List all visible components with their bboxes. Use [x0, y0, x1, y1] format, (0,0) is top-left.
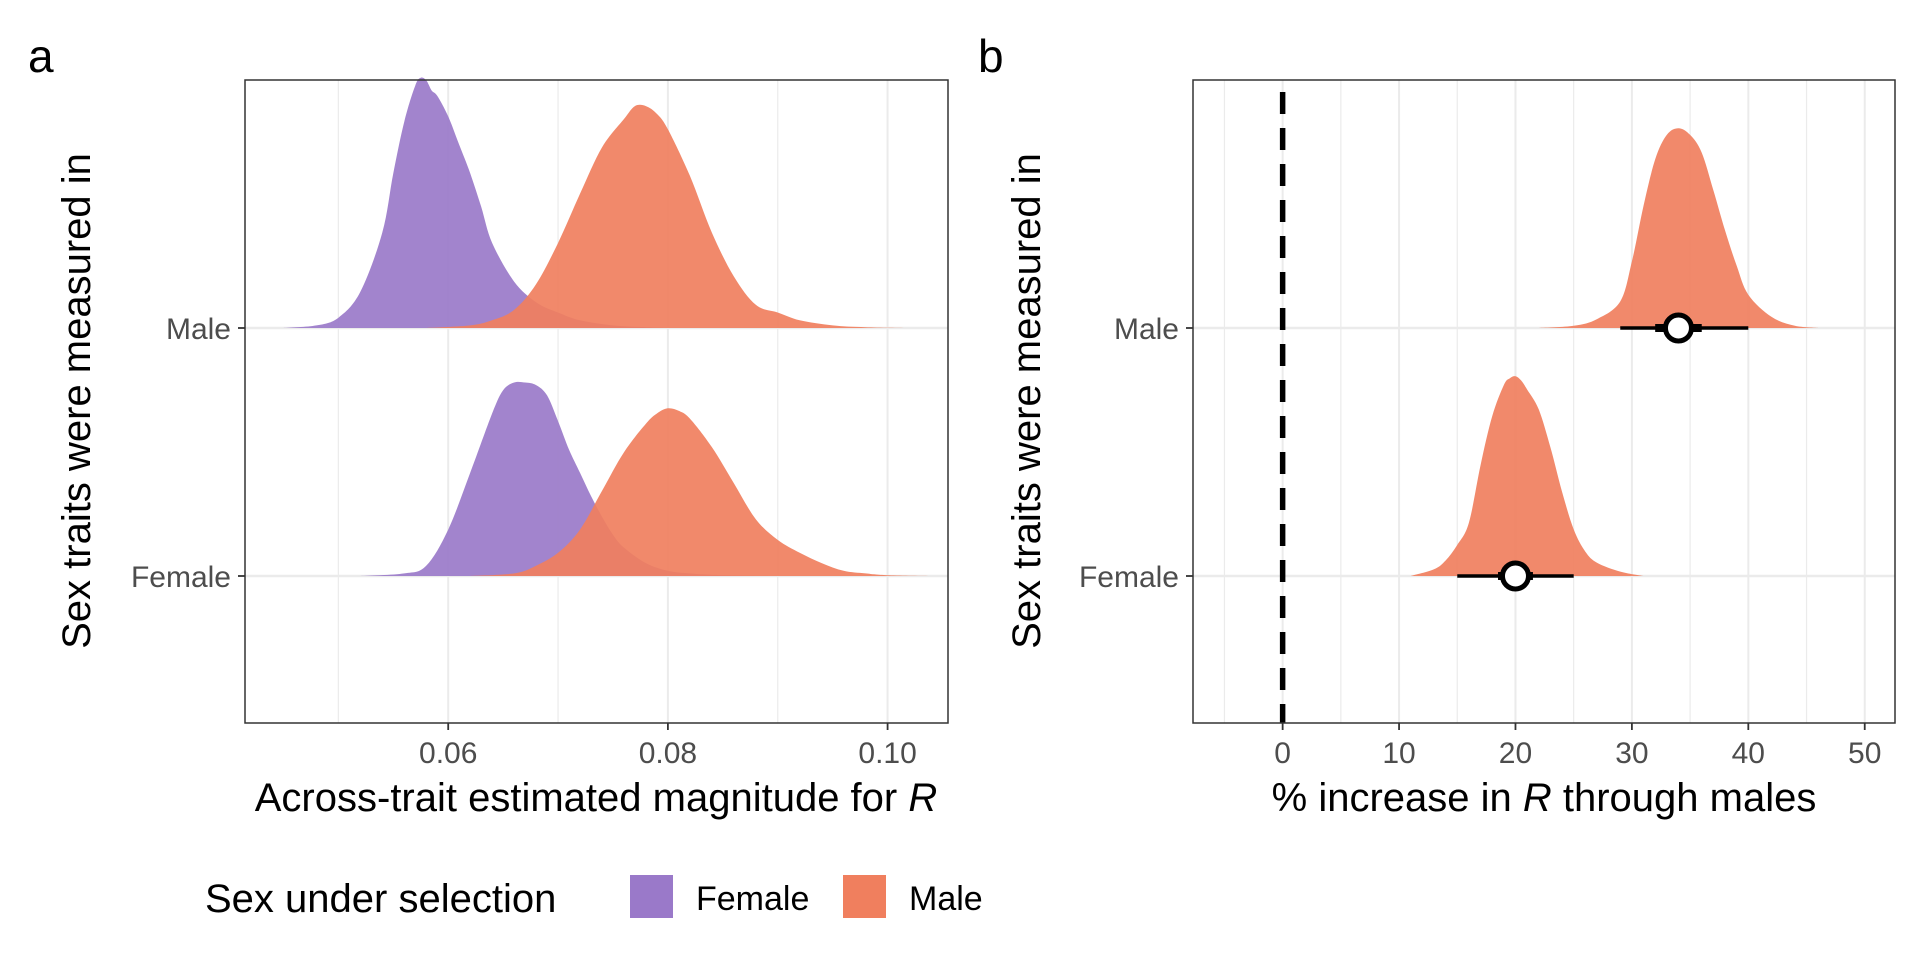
legend-label-female: Female	[696, 880, 809, 918]
panel-a-y-axis-title: Sex traits were measured in	[55, 153, 99, 649]
y-tick-label-female: Female	[131, 561, 231, 594]
density-female-female	[360, 381, 778, 576]
density-male	[1538, 128, 1819, 328]
panel-a-frame	[244, 79, 949, 724]
density-female-male	[470, 408, 932, 576]
x-tick-label: 0.10	[858, 737, 916, 770]
legend: Sex under selection Female Male	[205, 875, 983, 921]
panel-a-letter: a	[28, 30, 54, 82]
panel-b-frame	[1192, 79, 1896, 724]
density-male-male	[426, 104, 910, 328]
point-estimate-male	[1662, 312, 1694, 344]
y-tick-label-male: Male	[166, 313, 231, 346]
density-female	[1410, 376, 1644, 576]
x-tick-label: 0	[1274, 737, 1291, 770]
x-tick-label: 30	[1615, 737, 1648, 770]
panel-b-density-curves	[1410, 128, 1819, 576]
legend-label-male: Male	[909, 880, 983, 918]
x-tick-label: 10	[1382, 737, 1415, 770]
panel-b-y-axis-title: Sex traits were measured in	[1005, 153, 1049, 649]
panel-a-x-ticks: 0.06 0.08 0.10	[419, 723, 917, 770]
point-estimate-female	[1499, 560, 1531, 592]
y-tick-label-male: Male	[1114, 313, 1179, 346]
x-tick-label: 20	[1499, 737, 1532, 770]
density-male-female	[283, 77, 668, 328]
panel-a-density-curves	[283, 77, 932, 576]
x-tick-label: 50	[1848, 737, 1881, 770]
x-tick-label: 0.06	[419, 737, 477, 770]
panel-a: a 0.06 0.08 0.10 Male Female Across-trait e…	[28, 30, 949, 820]
panel-a-x-axis-title: Across-trait estimated magnitude for R	[255, 776, 937, 820]
legend-swatch-female	[630, 875, 673, 918]
y-tick-label-female: Female	[1079, 561, 1179, 594]
x-tick-label: 40	[1732, 737, 1765, 770]
x-tick-label: 0.08	[639, 737, 697, 770]
legend-title: Sex under selection	[205, 877, 556, 921]
legend-swatch-male	[843, 875, 886, 918]
panel-a-y-ticks: Male Female	[131, 313, 245, 594]
panel-b-x-ticks: 0 10 20 30 40 50	[1274, 723, 1881, 770]
panel-b-y-ticks: Male Female	[1079, 313, 1193, 594]
panel-b-letter: b	[978, 30, 1004, 82]
panel-b-gridlines	[1193, 80, 1895, 723]
panel-b-x-axis-title: % increase in R through males	[1272, 776, 1817, 820]
panel-b: b 0 10 20 30 40 50 Male Female % increase in R…	[978, 30, 1896, 820]
panel-b-intervals	[1457, 312, 1749, 592]
